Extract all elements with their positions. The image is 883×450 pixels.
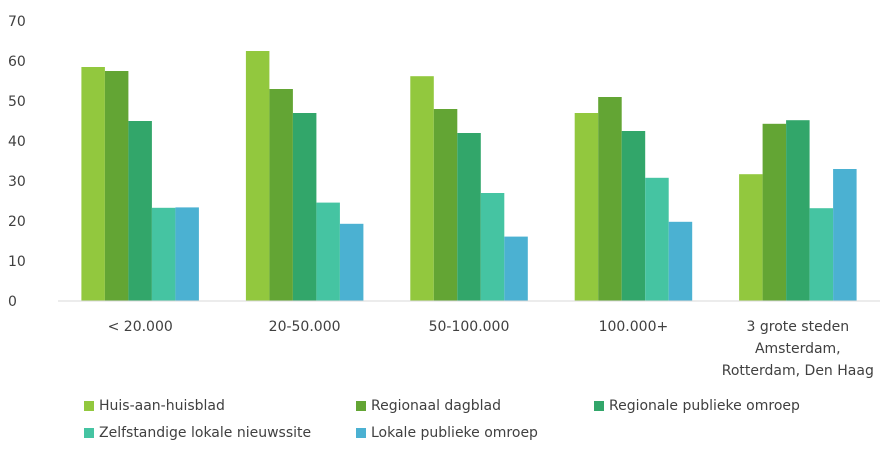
bar <box>339 223 364 301</box>
legend-item: Zelfstandige lokale nieuwssite <box>84 425 311 441</box>
legend-label: Lokale publieke omroep <box>371 425 538 441</box>
bar <box>598 97 622 301</box>
legend-item: Huis-aan-huisblad <box>84 398 225 414</box>
bar <box>786 120 810 301</box>
legend-label: Regionaal dagblad <box>371 398 502 414</box>
y-tick-label: 0 <box>8 294 17 310</box>
bar <box>433 109 458 301</box>
bar <box>621 131 646 301</box>
y-tick-label: 10 <box>8 254 26 270</box>
x-category-label: 20-50.000 <box>269 319 341 335</box>
bar <box>668 221 693 301</box>
bar <box>128 121 152 301</box>
bar <box>269 89 293 301</box>
legend-swatch <box>84 401 94 411</box>
bar <box>574 113 599 301</box>
legend-swatch <box>594 401 604 411</box>
y-tick-label: 40 <box>8 134 26 150</box>
bar <box>245 51 270 301</box>
bar <box>809 208 834 301</box>
legend-swatch <box>356 401 366 411</box>
bar <box>316 202 340 301</box>
x-category-label: < 20.000 <box>108 319 173 335</box>
y-tick-label: 60 <box>8 54 26 70</box>
y-tick-label: 30 <box>8 174 26 190</box>
legend-label: Zelfstandige lokale nieuwssite <box>99 425 312 441</box>
x-category-label: 100.000+ <box>599 319 669 335</box>
bar <box>833 169 857 301</box>
legend-item: Lokale publieke omroep <box>356 425 538 441</box>
bar <box>504 236 528 301</box>
legend-label: Huis-aan-huisblad <box>99 398 225 414</box>
legend-swatch <box>84 428 94 438</box>
bar <box>739 174 763 301</box>
x-category-label: 3 grote steden <box>747 319 850 335</box>
bar <box>104 71 129 301</box>
x-category-label: Amsterdam, <box>755 341 841 357</box>
y-tick-label: 50 <box>8 94 26 110</box>
legend-swatch <box>356 428 366 438</box>
bar <box>175 207 199 301</box>
bar <box>457 133 481 301</box>
bar-series <box>81 51 857 301</box>
bar <box>645 177 669 301</box>
bar <box>762 123 787 301</box>
bar <box>292 113 317 301</box>
bar <box>81 67 105 301</box>
bar <box>151 207 176 301</box>
legend-label: Regionale publieke omroep <box>609 398 800 414</box>
y-axis-ticks: 0 10 20 30 40 50 60 70 <box>8 14 26 310</box>
x-category-label: Rotterdam, Den Haag <box>722 363 874 379</box>
x-category-label: 50-100.000 <box>429 319 510 335</box>
legend-item: Regionaal dagblad <box>356 398 501 414</box>
y-tick-label: 20 <box>8 214 26 230</box>
bar <box>410 76 434 301</box>
legend-item: Regionale publieke omroep <box>594 398 800 414</box>
y-tick-label: 70 <box>8 14 26 30</box>
bar <box>480 193 505 301</box>
category-labels: < 20.000 20-50.000 50-100.000 100.000+ 3 gro… <box>108 319 874 379</box>
